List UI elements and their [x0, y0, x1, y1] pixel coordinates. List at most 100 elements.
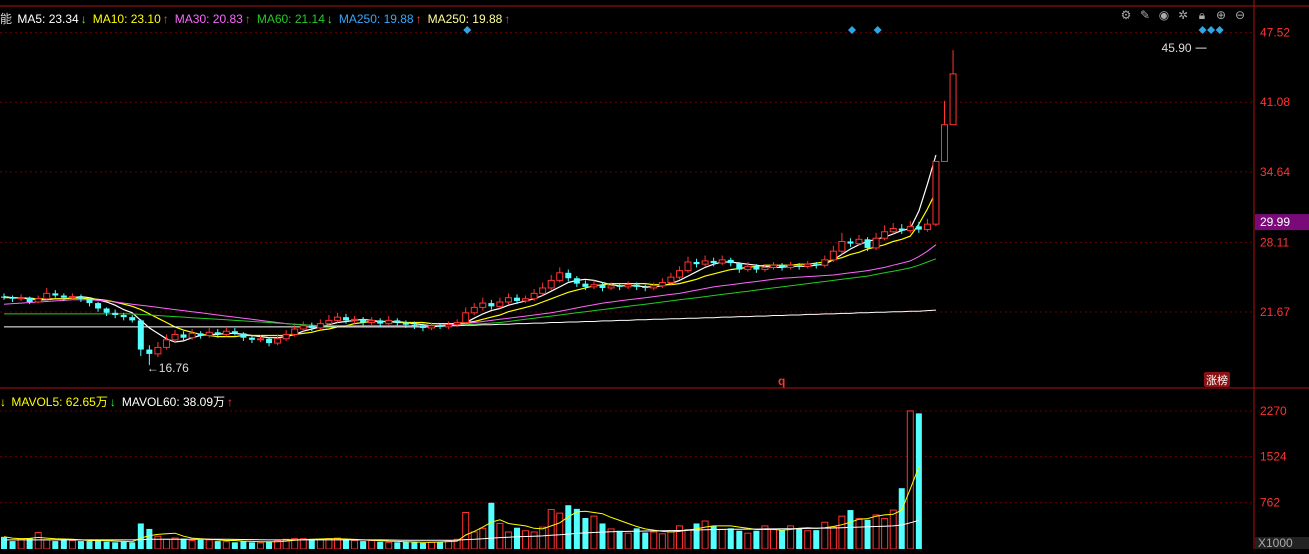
candle [343, 313, 349, 324]
candle [154, 342, 162, 358]
candle [394, 318, 401, 326]
candle-body [675, 270, 683, 278]
volume-bar [684, 529, 692, 550]
candle-body [504, 297, 512, 303]
candle [214, 329, 221, 338]
candle [137, 319, 144, 357]
legend-arrow: ↓ [109, 395, 116, 409]
candle-body [43, 292, 51, 300]
volume-bar [103, 541, 110, 549]
candle [530, 289, 538, 301]
candle [616, 283, 623, 291]
candle [829, 245, 837, 262]
candle [291, 324, 299, 337]
candle-body [821, 259, 829, 266]
ranking-badge: 涨榜 [1206, 373, 1228, 387]
lock-icon[interactable]: 🔒︎ [1198, 8, 1206, 22]
volume-bar [642, 532, 649, 549]
event-marker-diamond [463, 26, 472, 34]
zoom-in-icon[interactable]: ⊕ [1215, 8, 1227, 22]
volume-bar [633, 528, 640, 549]
volume-bar [770, 529, 777, 550]
candle-body [906, 225, 914, 232]
gear-icon[interactable]: ✲ [1177, 8, 1189, 22]
volume-bar [197, 539, 204, 549]
volume-bar [675, 525, 683, 550]
y-axis: 47.52 41.08 34.64 29.99 28.11 21.67 2270 1524 76… [1255, 26, 1309, 550]
candle [180, 331, 187, 341]
candle [95, 302, 102, 312]
candle-body [394, 320, 401, 323]
legend-item: MA60: 21.14 [256, 12, 325, 26]
candle-body [333, 316, 341, 321]
candle-body [86, 298, 93, 304]
candle-body [351, 318, 359, 321]
legend-prefix: 能 [0, 12, 13, 26]
event-marker-diamond [848, 26, 856, 34]
candle-body [26, 297, 33, 302]
candle-body [633, 284, 640, 287]
candle [419, 323, 426, 332]
candle-body [941, 124, 948, 162]
candle-body [291, 328, 299, 335]
candle [804, 260, 812, 269]
candle [573, 276, 580, 287]
volume-bar [137, 523, 144, 549]
legend-item: MA30: 20.83 [174, 12, 243, 26]
settings-icon[interactable]: ⚙ [1120, 8, 1132, 22]
candle [855, 234, 863, 246]
low-price-label: ←16.76 [147, 361, 189, 375]
candle [34, 295, 42, 304]
candle [77, 294, 84, 302]
candle-body [718, 259, 726, 264]
candle-body [624, 284, 632, 288]
candle-body [248, 337, 255, 340]
zoom-out-icon[interactable]: ⊖ [1234, 8, 1246, 22]
candle [821, 255, 829, 268]
candle [881, 225, 889, 241]
ma-line-ma5 [3, 154, 937, 343]
candle [146, 345, 153, 366]
candle [607, 282, 615, 291]
candle [898, 224, 905, 234]
volume-bar [368, 539, 376, 550]
candle [257, 335, 264, 342]
volume-bar [881, 518, 889, 550]
candle [923, 218, 931, 232]
eye-icon[interactable]: ◉ [1158, 8, 1170, 22]
candle [941, 100, 948, 162]
candle [1, 293, 7, 300]
candle [171, 330, 179, 342]
volume-bar [385, 541, 393, 550]
candle-body [197, 333, 204, 336]
candle [779, 263, 786, 271]
candle [299, 321, 307, 332]
candle [744, 262, 752, 272]
price-ma-legend: 能 MA5: 23.34 ↓ MA10: 23.10 ↑ MA30: 20.83 ↑ MA6… [0, 10, 516, 27]
candle [266, 337, 273, 347]
candle-body [701, 260, 709, 265]
candle-body [932, 160, 940, 225]
volume-bar [154, 535, 162, 550]
candle [727, 257, 734, 267]
legend-prefix-arrow: ↓ [0, 395, 6, 409]
candle-body [17, 297, 25, 300]
candle [624, 281, 632, 290]
candle [282, 330, 290, 341]
volume-bar [821, 521, 829, 550]
edit-icon[interactable]: ✎ [1139, 8, 1151, 22]
candle [197, 331, 204, 339]
candle-body [855, 238, 863, 245]
legend-item: MA5: 23.34 [17, 12, 79, 26]
volume-tick-label: 762 [1260, 496, 1280, 510]
candle [222, 326, 230, 337]
price-tick-label: 29.99 [1260, 215, 1290, 229]
candle-body [582, 283, 589, 287]
candle-body [693, 262, 700, 265]
volume-bar [504, 531, 512, 550]
candle [932, 160, 940, 227]
volume-bar [86, 541, 93, 549]
volume-bar [889, 509, 897, 550]
